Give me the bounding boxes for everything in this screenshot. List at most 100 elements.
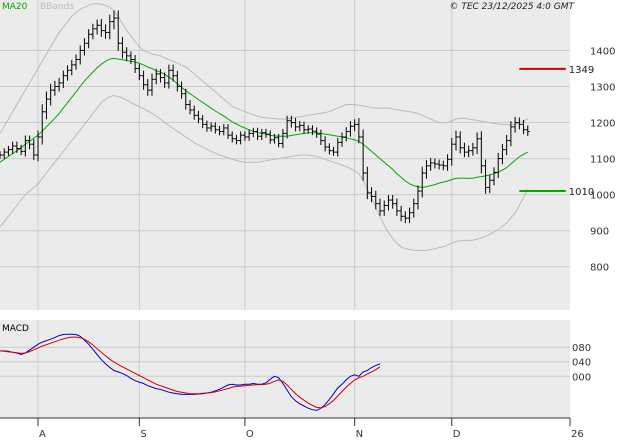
price-bar <box>44 91 49 120</box>
price-bar <box>437 159 442 170</box>
price-bar <box>407 207 412 224</box>
bb-lower-line <box>0 94 529 251</box>
price-bar <box>466 145 471 158</box>
price-bar <box>200 115 205 129</box>
price-bar <box>48 83 53 106</box>
price-bar <box>65 65 70 81</box>
price-bar <box>390 195 395 209</box>
price-bar <box>420 166 425 198</box>
macd-tick-label: 080 <box>572 343 591 354</box>
price-bar <box>116 10 121 51</box>
price-tick-label: 1200 <box>590 119 615 130</box>
bb-upper-line <box>0 3 528 134</box>
price-bar <box>192 105 197 120</box>
price-bar <box>264 128 268 138</box>
price-bar <box>0 151 2 159</box>
price-grid <box>0 0 570 310</box>
price-bar <box>61 70 66 88</box>
price-bar <box>310 125 315 135</box>
price-bar <box>403 211 408 224</box>
price-bar <box>483 159 488 194</box>
price-bar <box>107 14 112 40</box>
price-bar <box>272 133 277 144</box>
price-bar <box>175 70 180 92</box>
price-bar <box>276 133 281 148</box>
price-tick-label: 1000 <box>590 191 615 202</box>
price-bar <box>259 128 264 141</box>
price-bar <box>293 118 298 132</box>
x-tick-label: D <box>453 429 461 440</box>
legend-ma: MA20 <box>2 2 28 12</box>
price-bar <box>314 127 319 138</box>
price-bar <box>103 24 108 39</box>
macd-title: MACD <box>2 324 29 334</box>
price-bar <box>496 152 501 178</box>
price-bar <box>128 51 133 64</box>
price-bar <box>394 198 399 216</box>
price-bar <box>19 144 24 156</box>
price-bar <box>217 125 222 136</box>
macd-tick-label: 040 <box>572 358 591 369</box>
price-bar <box>14 141 19 153</box>
price-bar <box>373 190 378 210</box>
x-axis: A S O N D 26 <box>0 417 584 440</box>
reference-lines: 1349 1010 <box>519 65 594 198</box>
price-bar <box>268 130 273 144</box>
price-bar <box>356 118 361 144</box>
price-bar <box>525 125 530 136</box>
price-bar <box>209 122 214 132</box>
macd-lines <box>0 333 381 411</box>
price-bar <box>352 119 357 132</box>
price-bar <box>475 132 480 155</box>
price-bar <box>158 68 163 83</box>
price-bar <box>399 205 404 222</box>
price-panel-bg <box>0 0 570 310</box>
price-bar <box>69 59 74 76</box>
price-bar <box>36 130 40 162</box>
price-bar <box>517 117 522 130</box>
price-bar <box>162 72 167 88</box>
price-bar <box>416 185 420 210</box>
x-tick-label: N <box>356 429 363 440</box>
price-bar <box>348 121 353 137</box>
price-bar <box>154 68 159 85</box>
price-bar <box>27 135 32 150</box>
price-bar <box>318 129 323 145</box>
price-bar <box>166 64 171 89</box>
price-bar <box>479 131 484 174</box>
price-bars <box>0 10 530 224</box>
price-bar <box>255 127 260 141</box>
price-bar <box>492 167 496 186</box>
price-bar <box>386 195 391 211</box>
macd-line <box>0 333 381 411</box>
price-bar <box>462 142 467 158</box>
price-bar <box>297 121 302 132</box>
price-tick-label: 800 <box>590 263 609 274</box>
price-bar <box>141 70 146 90</box>
price-bar <box>99 18 104 37</box>
price-bar <box>95 19 100 35</box>
reference-label: 1349 <box>569 65 594 76</box>
price-bar <box>226 124 230 139</box>
price-bar <box>327 143 332 155</box>
price-bar <box>323 136 328 152</box>
price-bar <box>411 198 416 218</box>
price-bar <box>145 79 150 96</box>
price-bar <box>449 137 454 166</box>
price-bar <box>179 81 184 99</box>
price-bar <box>378 198 382 216</box>
price-bar <box>196 110 201 124</box>
price-bar <box>78 45 83 65</box>
price-bar <box>221 124 226 136</box>
price-bar <box>23 135 28 157</box>
price-bar <box>508 121 513 147</box>
price-bar <box>213 122 218 134</box>
price-bar <box>90 23 95 40</box>
legend-bb: BBands <box>40 2 74 12</box>
price-bar <box>10 141 15 155</box>
price-bar <box>234 134 239 145</box>
price-bar <box>470 142 475 156</box>
price-bar <box>2 148 7 159</box>
price-bar <box>133 55 138 73</box>
